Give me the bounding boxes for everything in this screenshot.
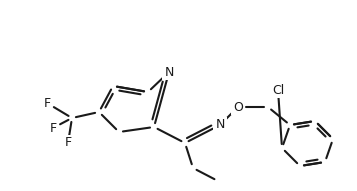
Text: Cl: Cl: [272, 83, 284, 96]
Text: F: F: [49, 121, 56, 134]
Text: N: N: [164, 66, 174, 79]
Text: O: O: [233, 100, 243, 113]
Text: F: F: [44, 96, 51, 109]
Text: N: N: [215, 118, 225, 131]
Text: F: F: [64, 137, 71, 150]
